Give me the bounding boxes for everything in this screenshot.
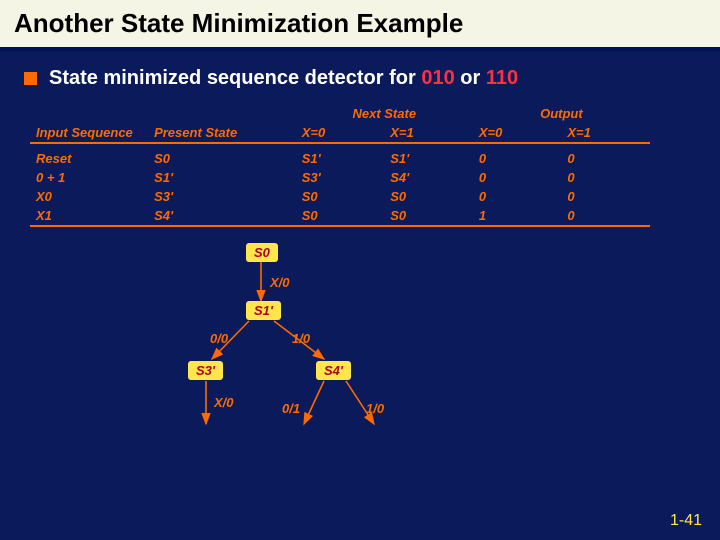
cell: S0 (384, 206, 473, 226)
state-s1: S1' (246, 301, 281, 320)
cell: X1 (30, 206, 148, 226)
cell: S0 (296, 187, 385, 206)
bullet-pre: State minimized sequence detector for (49, 67, 421, 89)
cell: S1' (296, 149, 385, 168)
col-ns-x0: X=0 (296, 123, 385, 143)
bullet-icon (24, 72, 37, 85)
state-table: Next State Output Input Sequence Present… (30, 104, 650, 227)
table-row: Reset S0 S1' S1' 0 0 (30, 149, 650, 168)
edge-s1-s3: 0/0 (210, 331, 228, 346)
cell: S1' (384, 149, 473, 168)
slide-body: State minimized sequence detector for 01… (0, 51, 720, 455)
cell: 0 (561, 168, 650, 187)
table-header-top: Next State Output (30, 104, 650, 123)
col-ns-x1: X=1 (384, 123, 473, 143)
cell: S0 (296, 206, 385, 226)
bullet-seq-a: 010 (421, 67, 454, 89)
page-number: 1-41 (670, 512, 702, 530)
edge-s3-x0: X/0 (214, 395, 234, 410)
cell: 0 (473, 187, 562, 206)
table-row: X0 S3' S0 S0 0 0 (30, 187, 650, 206)
cell: S3' (148, 187, 296, 206)
bullet-mid: or (455, 67, 486, 89)
state-s4: S4' (316, 361, 351, 380)
cell: 0 (473, 149, 562, 168)
state-diagram: S0 S1' S3' S4' X/0 0/0 1/0 X/0 0/1 1/0 (174, 239, 494, 439)
bullet-seq-b: 110 (486, 67, 518, 89)
edge-s0-s1: X/0 (270, 275, 290, 290)
col-out-x0: X=0 (473, 123, 562, 143)
cell: S0 (148, 149, 296, 168)
table-row: X1 S4' S0 S0 1 0 (30, 206, 650, 226)
slide-title: Another State Minimization Example (0, 0, 720, 51)
cell: S0 (384, 187, 473, 206)
cell: 0 (561, 206, 650, 226)
edge-s4-10: 1/0 (366, 401, 384, 416)
edge-s1-s4: 1/0 (292, 331, 310, 346)
cell: X0 (30, 187, 148, 206)
cell: S3' (296, 168, 385, 187)
table-header-bottom: Input Sequence Present State X=0 X=1 X=0… (30, 123, 650, 143)
cell: 0 (561, 149, 650, 168)
col-out-x1: X=1 (561, 123, 650, 143)
col-present-state: Present State (148, 123, 296, 143)
state-s3: S3' (188, 361, 223, 380)
cell: 0 (473, 168, 562, 187)
col-input-seq: Input Sequence (30, 123, 148, 143)
state-s0: S0 (246, 243, 278, 262)
cell: 1 (473, 206, 562, 226)
cell: 0 + 1 (30, 168, 148, 187)
table-row: 0 + 1 S1' S3' S4' 0 0 (30, 168, 650, 187)
cell: S4' (148, 206, 296, 226)
col-output: Output (473, 104, 650, 123)
cell: Reset (30, 149, 148, 168)
bullet-line: State minimized sequence detector for 01… (24, 67, 696, 90)
cell: S1' (148, 168, 296, 187)
cell: S4' (384, 168, 473, 187)
bullet-text: State minimized sequence detector for 01… (49, 67, 518, 90)
edge-s4-01: 0/1 (282, 401, 300, 416)
cell: 0 (561, 187, 650, 206)
col-next-state: Next State (296, 104, 473, 123)
